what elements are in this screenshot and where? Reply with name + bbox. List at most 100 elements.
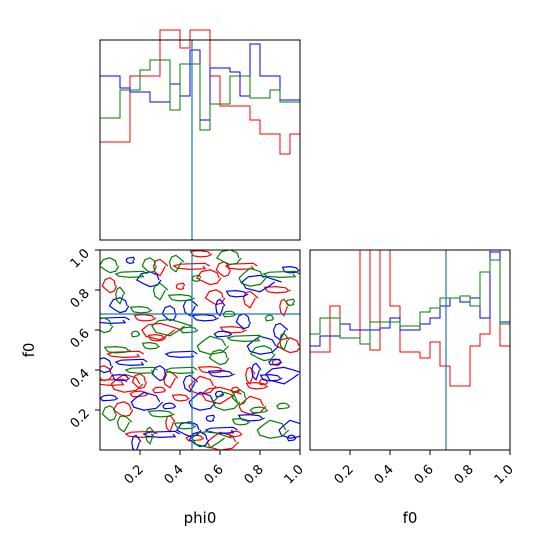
contour-level-ring xyxy=(130,330,141,338)
contour-level-ring xyxy=(238,267,267,287)
contour-level-ring xyxy=(185,434,205,442)
contour-level-ring xyxy=(164,350,198,359)
x-tick-label: 0.4 xyxy=(162,462,187,487)
contour-level-ring xyxy=(196,335,230,355)
axes-frame xyxy=(99,249,301,451)
contour-level-ring xyxy=(226,334,265,343)
contour-level-ring xyxy=(207,369,235,378)
contour-level-ring xyxy=(141,257,158,274)
contour-level-ring xyxy=(249,345,276,362)
contour-level-ring xyxy=(188,375,217,395)
contour-level-ring xyxy=(110,373,144,393)
x-tick-label: 0.6 xyxy=(412,462,437,487)
contour-level-ring xyxy=(162,402,177,410)
contour-level-ring xyxy=(131,434,142,453)
contour-level-ring xyxy=(195,269,222,286)
contour-level-ring xyxy=(204,426,238,435)
contour-level-ring xyxy=(151,365,168,382)
x-tick-label: 0.6 xyxy=(202,462,227,487)
contour-level-ring xyxy=(188,391,217,411)
contour-level-ring xyxy=(278,419,307,439)
contour-level-ring xyxy=(230,386,241,394)
contour-level-ring xyxy=(279,332,290,351)
contour-level-ring xyxy=(262,270,301,279)
clip-mask-left xyxy=(88,240,100,460)
contour-level-ring xyxy=(106,350,145,359)
contour-level-ring xyxy=(225,289,249,298)
contour-level-ring xyxy=(179,326,199,334)
contour-level-ring xyxy=(249,406,269,414)
contour-level-ring xyxy=(197,365,225,374)
contour-level-ring xyxy=(131,373,148,390)
f0-marginal-series-line xyxy=(310,259,510,345)
axes-frame xyxy=(309,249,511,451)
contour-level-ring xyxy=(114,358,148,367)
x-tick-label: 0.2 xyxy=(122,462,147,487)
phi0-marginal-panel xyxy=(99,29,301,245)
contour-level-ring xyxy=(213,330,233,338)
phi0-marginal-series-line xyxy=(100,59,300,131)
contour-level-ring xyxy=(191,313,219,322)
contour-level-ring xyxy=(129,390,149,398)
contour-level-ring xyxy=(246,335,280,355)
x-tick-label: 1.0 xyxy=(282,462,307,487)
contour-level-ring xyxy=(237,413,265,422)
contour-level-ring xyxy=(281,265,301,274)
contour-level-ring xyxy=(124,366,158,375)
contour-level-ring xyxy=(99,394,119,402)
contour-level-ring xyxy=(276,402,291,410)
y-axis-label-f0: f0 xyxy=(20,343,38,358)
x-tick-label: 0.8 xyxy=(452,462,477,487)
contour-level-ring xyxy=(112,401,134,418)
contour-level-ring xyxy=(173,421,197,430)
phi0-f0-contour-panel: 0.2 0.4 0.6 0.8 1.00.20.40.60.81.0 xyxy=(40,240,310,487)
contour-level-ring xyxy=(285,298,296,307)
contour-level-ring xyxy=(286,434,297,442)
contour-level-ring xyxy=(101,405,118,422)
contour-level-ring xyxy=(175,282,186,291)
contour-level-ring xyxy=(161,305,178,322)
contour-level-ring xyxy=(152,386,167,394)
contour-level-ring xyxy=(208,349,230,366)
contour-level-ring xyxy=(135,271,162,288)
axes-frame xyxy=(99,39,301,241)
contour-level-ring xyxy=(147,409,175,418)
contour-level-ring xyxy=(116,414,133,433)
contour-level-ring xyxy=(165,414,176,433)
contour-level-ring xyxy=(189,249,213,258)
f0-marginal-panel: 0.2 0.4 0.6 0.8 1.0 xyxy=(309,249,517,487)
contour-level-ring xyxy=(228,430,243,438)
contour-level-ring xyxy=(167,293,195,302)
contour-level-ring xyxy=(115,286,126,305)
contour-level-ring xyxy=(272,322,289,341)
contour-level-ring xyxy=(152,282,169,301)
contour-level-ring xyxy=(98,257,120,274)
contour-level-ring xyxy=(231,417,251,426)
x-tick-label: 0.2 xyxy=(332,462,357,487)
contour-level-ring xyxy=(111,373,131,382)
contour-level-ring xyxy=(172,262,211,271)
contour-level-ring xyxy=(242,290,259,309)
contour-level-ring xyxy=(212,391,241,411)
contour-level-ring xyxy=(103,345,131,354)
contour-level-ring xyxy=(141,322,182,341)
contour-level-ring xyxy=(142,430,181,439)
contour-level-ring xyxy=(215,298,226,317)
contour-level-ring xyxy=(152,258,169,277)
contour-level-ring xyxy=(151,318,192,337)
contour-level-ring xyxy=(241,274,282,293)
contour-level-ring xyxy=(215,249,242,266)
contour-level-ring xyxy=(133,313,157,322)
contour-level-ring xyxy=(214,390,225,398)
contour-level-ring xyxy=(268,358,283,366)
contour-level-ring xyxy=(171,393,191,402)
contour-level-ring xyxy=(182,298,199,317)
contour-level-ring xyxy=(256,419,290,439)
contour-level-ring xyxy=(279,298,290,317)
contour-level-ring xyxy=(263,285,291,294)
clip-mask-right xyxy=(300,240,310,460)
contour-level-ring xyxy=(108,297,130,314)
contour-level-ring xyxy=(164,366,198,375)
contour-level-ring xyxy=(130,391,164,411)
